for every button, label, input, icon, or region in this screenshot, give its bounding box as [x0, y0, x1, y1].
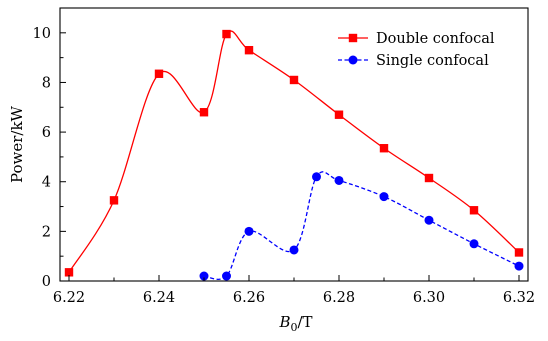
data-point-0-5	[244, 45, 254, 55]
x-tick-label-0: 6.22	[53, 290, 85, 306]
data-point-0-10	[469, 206, 479, 215]
data-point-0-7	[334, 110, 344, 119]
legend: Double confocal Single confocal	[338, 31, 495, 69]
legend-marker-1	[348, 55, 358, 65]
data-point-1-9	[514, 261, 524, 271]
y-tick-label-0: 0	[42, 274, 51, 290]
data-point-1-0	[199, 271, 209, 281]
y-tick-label-2: 4	[42, 175, 51, 191]
data-point-1-1	[222, 271, 231, 281]
legend-entry-0: Double confocal	[338, 31, 495, 47]
data-point-0-6	[289, 75, 299, 85]
plot-frame	[59, 7, 529, 282]
data-point-0-2	[154, 69, 164, 78]
y-tick-label-1: 2	[42, 224, 51, 240]
data-point-1-3	[289, 245, 299, 255]
data-point-0-8	[379, 144, 389, 153]
y-axis-title: Power/kW	[8, 105, 26, 183]
legend-marker-0	[348, 33, 358, 43]
x-tick-label-4: 6.30	[413, 290, 445, 306]
data-point-0-9	[424, 173, 434, 183]
y-tick-label-3: 6	[42, 125, 51, 141]
x-tick-label-2: 6.26	[233, 290, 265, 306]
series-1	[199, 171, 524, 281]
legend-label-1: Single confocal	[376, 53, 489, 69]
data-point-1-5	[334, 175, 344, 185]
data-point-1-8	[469, 239, 479, 249]
legend-label-0: Double confocal	[376, 31, 495, 47]
data-point-0-1	[109, 196, 119, 205]
plot-area	[64, 29, 524, 281]
series-0	[64, 29, 524, 277]
y-tick-label-4: 8	[42, 75, 51, 91]
axes: 6.22 6.24 6.26 6.28 6.30 6.32 0 2 4 6 8 10	[33, 7, 535, 306]
series-line-1	[203, 171, 520, 280]
data-point-1-7	[424, 215, 434, 225]
data-point-1-4	[312, 172, 321, 182]
x-axis-title-base: B	[278, 313, 290, 331]
x-axis-title: B0/T	[278, 313, 312, 334]
x-tick-label-1: 6.24	[143, 290, 175, 306]
x-axis-title-unit: /T	[297, 313, 312, 331]
data-point-0-0	[64, 268, 74, 277]
data-point-1-2	[244, 226, 254, 236]
legend-entry-1: Single confocal	[338, 53, 489, 69]
data-point-0-11	[514, 248, 524, 257]
x-axis-title-subscript: 0	[290, 321, 297, 334]
data-point-0-4	[222, 29, 231, 39]
x-tick-label-5: 6.32	[503, 290, 535, 306]
data-point-1-6	[379, 192, 389, 202]
y-tick-label-5: 10	[33, 26, 51, 42]
x-tick-label-3: 6.28	[323, 290, 355, 306]
data-point-0-3	[199, 108, 209, 117]
